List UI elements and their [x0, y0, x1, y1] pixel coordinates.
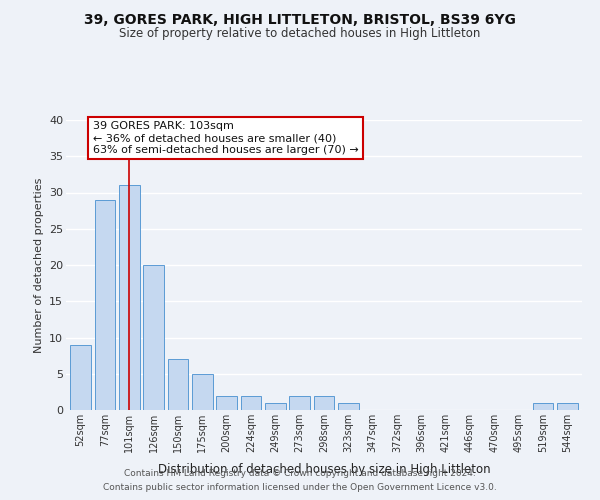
Bar — [70, 345, 91, 410]
Bar — [192, 374, 212, 410]
Bar — [557, 403, 578, 410]
Text: Contains public sector information licensed under the Open Government Licence v3: Contains public sector information licen… — [103, 484, 497, 492]
Bar — [241, 396, 262, 410]
Bar — [289, 396, 310, 410]
Bar — [314, 396, 334, 410]
Bar — [338, 403, 359, 410]
X-axis label: Distribution of detached houses by size in High Littleton: Distribution of detached houses by size … — [158, 464, 490, 476]
Text: 39 GORES PARK: 103sqm
← 36% of detached houses are smaller (40)
63% of semi-deta: 39 GORES PARK: 103sqm ← 36% of detached … — [93, 122, 359, 154]
Text: 39, GORES PARK, HIGH LITTLETON, BRISTOL, BS39 6YG: 39, GORES PARK, HIGH LITTLETON, BRISTOL,… — [84, 12, 516, 26]
Bar — [167, 359, 188, 410]
Bar — [533, 403, 553, 410]
Bar — [143, 265, 164, 410]
Text: Contains HM Land Registry data © Crown copyright and database right 2024.: Contains HM Land Registry data © Crown c… — [124, 468, 476, 477]
Y-axis label: Number of detached properties: Number of detached properties — [34, 178, 44, 352]
Bar — [216, 396, 237, 410]
Bar — [95, 200, 115, 410]
Bar — [119, 185, 140, 410]
Bar — [265, 403, 286, 410]
Text: Size of property relative to detached houses in High Littleton: Size of property relative to detached ho… — [119, 28, 481, 40]
